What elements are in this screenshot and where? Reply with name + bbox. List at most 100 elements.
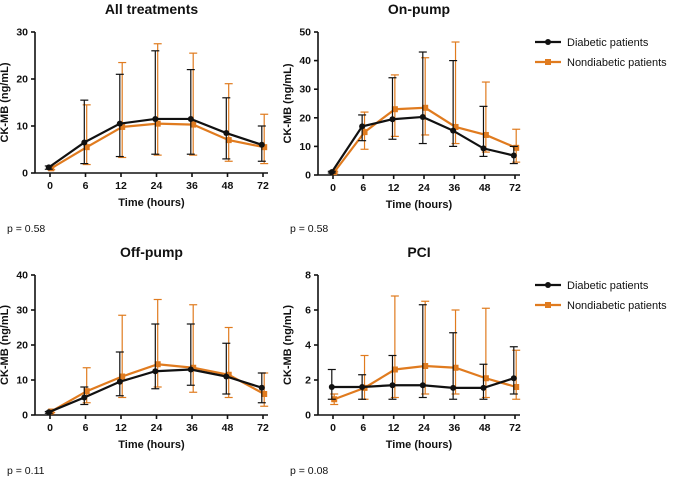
data-point [480, 145, 487, 152]
x-tick-label: 0 [330, 422, 336, 434]
x-tick-label: 0 [47, 422, 53, 434]
x-tick-label: 0 [47, 180, 53, 192]
y-tick-label: 10 [16, 121, 28, 133]
data-point [328, 169, 335, 176]
x-tick-label: 48 [479, 182, 491, 194]
x-tick-label: 6 [360, 182, 366, 194]
x-tick-label: 72 [509, 422, 521, 434]
data-point [190, 121, 197, 128]
y-tick-label: 40 [16, 270, 28, 282]
series-nondiabetic [330, 41, 521, 176]
series-nondiabetic [330, 295, 521, 406]
y-tick-label: 0 [22, 410, 28, 422]
data-point [422, 104, 429, 111]
series-diabetic [44, 50, 266, 171]
data-point [261, 144, 268, 151]
y-tick-label: 0 [305, 410, 311, 422]
data-point [513, 384, 520, 390]
data-point [154, 120, 161, 127]
legend: Diabetic patients Nondiabetic patients [535, 280, 667, 312]
x-tick-label: 36 [186, 422, 198, 434]
y-tick-label: 6 [305, 305, 311, 317]
data-point [152, 115, 159, 122]
x-tick-label: 48 [222, 180, 234, 192]
chart-panel-3: Off-pump 0 10 20 30 40 0 6 12 24 36 48 72 Time (hours… [0, 244, 269, 477]
data-point [452, 123, 459, 130]
y-tick-label: 30 [16, 27, 28, 39]
data-point [452, 364, 459, 371]
series-diabetic [327, 304, 518, 400]
data-point [154, 361, 161, 368]
x-tick-label: 72 [257, 180, 269, 192]
data-point [258, 141, 265, 148]
x-axis-label: Time (hours) [386, 439, 453, 451]
x-tick-label: 12 [388, 182, 400, 194]
x-tick-label: 24 [151, 180, 163, 192]
y-axis-label: CK-MB (ng/mL) [0, 62, 11, 142]
y-tick-label: 50 [299, 27, 311, 39]
data-point [223, 130, 230, 137]
data-point [116, 120, 123, 127]
y-tick-label: 10 [16, 375, 28, 387]
y-tick-label: 30 [299, 84, 311, 96]
data-point [45, 164, 52, 171]
p-value: p = 0.58 [290, 223, 328, 235]
chart-panel-1: All treatments 0 10 20 30 0 6 12 24 36 48 72 Time (h… [0, 1, 269, 235]
data-point [258, 384, 265, 391]
x-tick-label: 36 [186, 180, 198, 192]
x-axis-label: Time (hours) [118, 439, 185, 451]
x-tick-label: 6 [360, 422, 366, 434]
data-point [187, 366, 194, 373]
data-point [482, 131, 489, 138]
x-tick-label: 12 [115, 422, 127, 434]
legend-label: Nondiabetic patients [567, 300, 667, 312]
data-point [482, 375, 489, 382]
x-axis-label: Time (hours) [386, 199, 453, 211]
x-tick-label: 72 [257, 422, 269, 434]
p-value: p = 0.11 [7, 465, 45, 477]
data-point [223, 373, 230, 380]
legend-label: Nondiabetic patients [567, 57, 667, 69]
y-tick-label: 4 [305, 340, 311, 352]
data-point [119, 373, 126, 380]
data-point [119, 123, 126, 130]
y-axis-label: CK-MB (ng/mL) [282, 305, 294, 385]
data-point [391, 366, 398, 373]
y-tick-label: 20 [16, 340, 28, 352]
data-point [389, 116, 396, 123]
x-tick-label: 48 [479, 422, 491, 434]
p-value: p = 0.58 [7, 223, 45, 235]
data-point [513, 144, 520, 151]
chart-title: PCI [407, 244, 430, 260]
legend-marker [545, 302, 551, 308]
data-point [261, 391, 268, 397]
chart-panel-2: On-pump 0 10 20 30 40 50 0 6 12 24 36 48 72 Time (hour… [282, 1, 667, 235]
legend-item-nondiabetic: Nondiabetic patients [535, 300, 667, 312]
data-point [361, 129, 368, 136]
x-tick-label: 12 [388, 422, 400, 434]
y-axis-label: CK-MB (ng/mL) [0, 305, 11, 385]
x-axis-label: Time (hours) [118, 197, 185, 209]
x-tick-label: 24 [418, 182, 430, 194]
chart-title: Off-pump [120, 244, 183, 260]
series-nondiabetic [47, 43, 269, 172]
data-point [480, 384, 487, 391]
x-tick-label: 72 [509, 182, 521, 194]
x-tick-label: 6 [83, 180, 89, 192]
data-point [419, 382, 426, 389]
data-point [45, 409, 52, 416]
y-tick-label: 8 [305, 270, 311, 282]
data-point [83, 144, 90, 151]
x-tick-label: 0 [330, 182, 336, 194]
data-point [83, 388, 90, 395]
data-point [389, 382, 396, 389]
data-point [450, 127, 457, 134]
legend-item-nondiabetic: Nondiabetic patients [535, 57, 667, 69]
chart-title: On-pump [388, 1, 450, 17]
data-point [187, 115, 194, 122]
data-point [450, 384, 457, 391]
y-tick-label: 30 [16, 305, 28, 317]
y-tick-label: 20 [299, 112, 311, 124]
